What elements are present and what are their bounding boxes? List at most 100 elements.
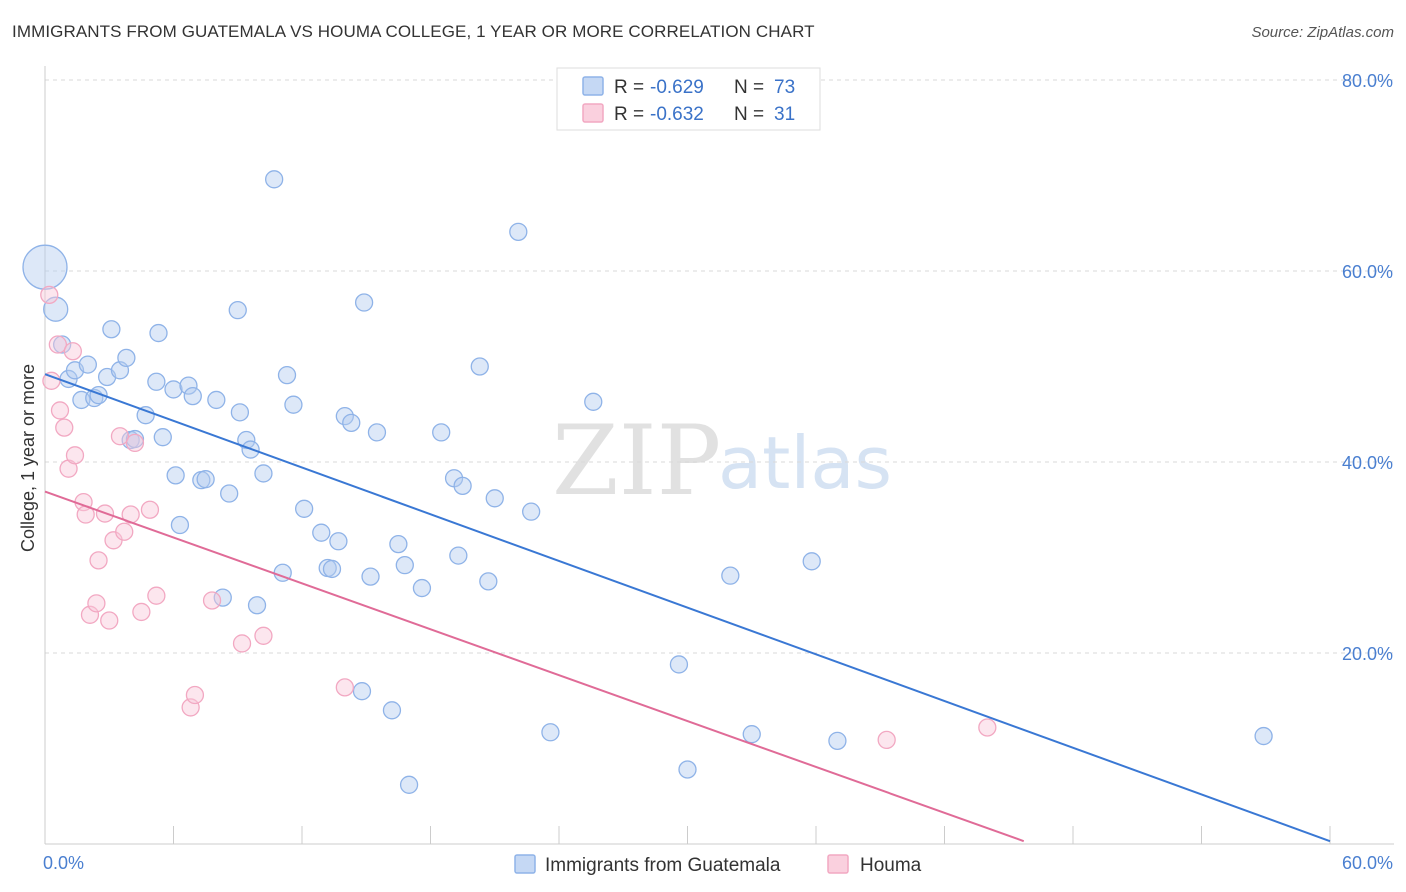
guatemala-point	[196, 470, 215, 489]
legend-n-label-1: N =	[734, 77, 764, 98]
guatemala-point	[354, 293, 374, 312]
guatemala-point	[213, 588, 232, 607]
guatemala-point	[382, 701, 402, 720]
guatemala-point	[742, 725, 761, 744]
guatemala-point	[166, 466, 185, 485]
legend-r-label-1: R =	[614, 77, 644, 98]
guatemala-point	[284, 395, 303, 414]
y-axis-label: College, 1 year or more	[18, 364, 38, 552]
x-tick-label-max: 60.0%	[1342, 853, 1393, 873]
guatemala-point	[721, 566, 740, 585]
guatemala-point	[509, 222, 528, 241]
houma-point	[80, 605, 100, 624]
houma-point	[63, 342, 82, 361]
x-tick-labels: 0.0% 60.0%	[43, 853, 1393, 873]
houma-point	[50, 401, 70, 420]
guatemala-point	[412, 578, 432, 598]
guatemala-point	[389, 534, 408, 554]
houma-point	[125, 433, 145, 453]
y-tick-labels: 20.0% 40.0% 60.0% 80.0%	[1342, 71, 1393, 664]
guatemala-point	[22, 244, 68, 290]
guatemala-point	[432, 423, 451, 442]
source-label: Source: ZipAtlas.com	[1251, 24, 1394, 41]
legend-n-value-1: 73	[774, 77, 795, 98]
guatemala-point	[170, 515, 190, 535]
guatemala-point	[52, 335, 72, 354]
gridlines	[45, 79, 1394, 654]
legend-r-label-2: R =	[614, 104, 644, 125]
houma-point	[89, 551, 108, 570]
guatemala-point	[230, 403, 250, 422]
houma-point	[87, 594, 106, 613]
houma-point	[877, 730, 896, 750]
legend-n-label-2: N =	[734, 104, 764, 125]
guatemala-point	[678, 760, 697, 779]
houma-point	[335, 678, 354, 697]
guatemala-point	[254, 464, 273, 483]
houma-point	[100, 611, 119, 630]
guatemala-point	[237, 430, 256, 450]
series-legend: Immigrants from Guatemala Houma	[514, 854, 922, 876]
series-legend-label-houma: Houma	[860, 855, 922, 876]
guatemala-point	[802, 552, 821, 571]
houma-point	[140, 500, 160, 519]
houma-point	[42, 371, 61, 390]
guatemala-point	[470, 357, 489, 376]
guatemala-point	[277, 365, 297, 385]
guatemala-point	[89, 385, 108, 405]
guatemala-point	[522, 502, 541, 521]
guatemala-point	[164, 380, 183, 399]
guatemala-point	[335, 407, 354, 426]
guatemala-point	[265, 170, 284, 189]
legend-r-value-1: -0.629	[650, 77, 704, 98]
guatemala-point	[329, 532, 348, 551]
y-tick-label: 60.0%	[1342, 262, 1393, 282]
houma-point	[147, 586, 166, 605]
guatemala-point	[228, 301, 247, 320]
y-tick-label: 20.0%	[1342, 644, 1393, 664]
houma-point	[185, 685, 205, 705]
guatemala-point	[312, 523, 331, 542]
guatemala-point	[102, 320, 121, 339]
legend-swatch-guatemala	[582, 76, 604, 96]
guatemala-point	[179, 376, 198, 395]
legend-n-value-2: 31	[774, 104, 795, 125]
series-legend-swatch-houma	[827, 854, 849, 874]
trend-line-houma	[44, 490, 1025, 843]
guatemala-point	[584, 392, 603, 411]
houma-point	[110, 427, 130, 446]
series-legend-label-guatemala: Immigrants from Guatemala	[545, 855, 781, 876]
guatemala-point	[78, 355, 97, 374]
guatemala-point	[449, 546, 468, 565]
watermark: ZIP atlas	[552, 405, 892, 517]
series-legend-swatch-guatemala	[514, 854, 536, 874]
guatemala-point	[117, 348, 136, 368]
guatemala-point	[136, 406, 155, 425]
legend: R = -0.629 N = 73 R = -0.632 N = 31	[556, 67, 821, 131]
houma-point	[232, 634, 252, 653]
axes	[44, 66, 1394, 845]
guatemala-point	[220, 484, 239, 503]
houma-point	[978, 718, 997, 737]
houma-point	[254, 626, 273, 645]
guatemala-point	[1254, 726, 1273, 746]
houma-point	[202, 591, 222, 610]
legend-r-value-2: -0.632	[650, 104, 704, 125]
guatemala-point	[247, 596, 267, 615]
guatemala-point	[342, 413, 361, 432]
watermark-zip: ZIP	[552, 405, 721, 517]
guatemala-point	[485, 489, 504, 508]
guatemala-point	[399, 775, 419, 794]
guatemala-point	[453, 476, 472, 496]
houma-point	[115, 522, 134, 541]
guatemala-point	[541, 723, 560, 742]
guatemala-point	[207, 390, 226, 410]
guatemala-point	[669, 655, 689, 674]
guatemala-point	[395, 555, 414, 575]
legend-swatch-houma	[582, 103, 604, 123]
guatemala-point	[149, 323, 168, 343]
guatemala-point	[479, 572, 498, 591]
houma-point	[40, 285, 59, 305]
guatemala-point	[147, 372, 166, 391]
